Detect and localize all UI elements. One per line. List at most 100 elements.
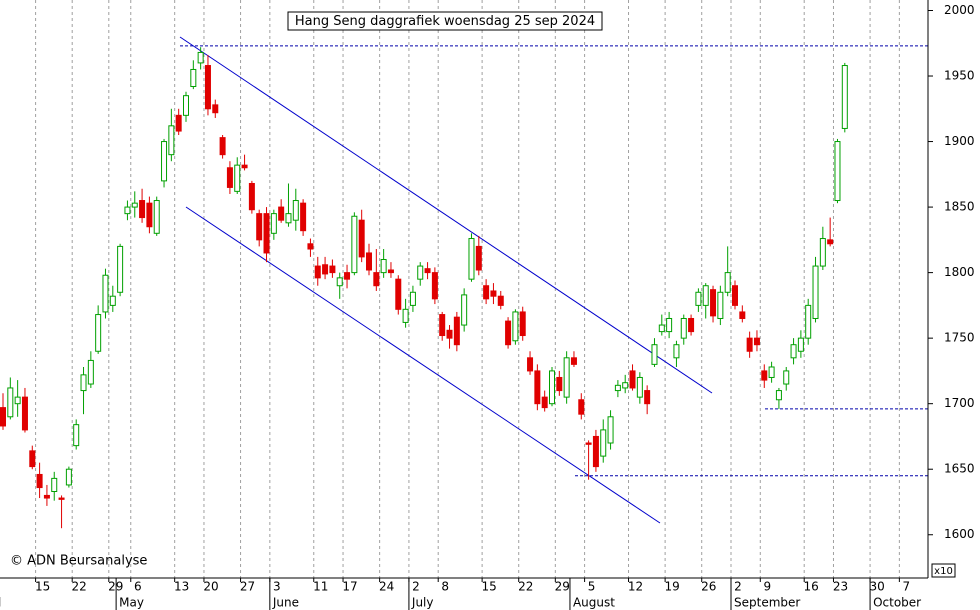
- candle-body: [43, 494, 50, 499]
- candle-body: [336, 277, 343, 287]
- candle-body: [585, 442, 592, 445]
- candle-body: [226, 167, 233, 188]
- candle-body: [373, 272, 380, 287]
- candle-body: [358, 219, 365, 258]
- candle-body: [212, 104, 219, 114]
- y-tick-label: 1850: [944, 200, 975, 214]
- candle-body: [36, 473, 43, 489]
- candle-body: [563, 357, 570, 398]
- candle-body: [710, 289, 717, 317]
- candle-body: [688, 317, 695, 333]
- candle-body: [570, 357, 577, 365]
- x-tick-label: 29: [555, 580, 570, 594]
- candle-body: [607, 416, 614, 444]
- candle-body: [197, 51, 204, 64]
- month-label: July: [411, 596, 434, 610]
- candle-body: [614, 384, 621, 392]
- x-tick-label: 19: [664, 580, 679, 594]
- candle-body: [468, 238, 475, 280]
- x-tick-label: 12: [628, 580, 643, 594]
- candle-body: [673, 344, 680, 359]
- y-tick-label: 1800: [944, 265, 975, 279]
- trend-line-upper: [179, 36, 713, 394]
- candle-body: [139, 200, 146, 219]
- candle-body: [783, 370, 790, 385]
- candle-body: [775, 390, 782, 401]
- candle-body: [424, 268, 431, 274]
- candle-body: [512, 311, 519, 342]
- candle-body: [819, 238, 826, 267]
- candle-body: [256, 213, 263, 241]
- candle-body: [834, 141, 841, 202]
- unit-box: [931, 563, 956, 578]
- candle-body: [497, 295, 504, 306]
- candle-body: [395, 278, 402, 310]
- candle-body: [409, 291, 416, 306]
- candle-body: [131, 202, 138, 208]
- candle-body: [314, 265, 321, 279]
- y-tick-label: 2000: [944, 3, 975, 17]
- candle-body: [753, 337, 760, 346]
- candle-body: [14, 396, 21, 405]
- candle-body: [190, 68, 197, 88]
- x-tick-label: 20: [203, 580, 218, 594]
- y-tick-label: 1900: [944, 134, 975, 148]
- candle-body: [263, 213, 270, 254]
- candle-body: [366, 252, 372, 271]
- x-tick-label: 26: [701, 580, 716, 594]
- x-tick-label: 9: [763, 580, 771, 594]
- candle-body: [446, 329, 453, 339]
- x-tick-label: 17: [342, 580, 357, 594]
- candle-body: [483, 285, 490, 300]
- candle-body: [0, 407, 6, 427]
- x-tick-label: 30: [869, 580, 884, 594]
- candle-body: [629, 370, 636, 389]
- candle-body: [505, 320, 512, 346]
- candle-body: [153, 200, 160, 234]
- title-box: [287, 11, 603, 31]
- candle-body: [658, 324, 665, 333]
- candle-body: [204, 65, 211, 110]
- x-tick-label: 16: [804, 580, 819, 594]
- candle-body: [161, 141, 168, 182]
- candle-body: [600, 429, 607, 457]
- candle-body: [285, 213, 292, 224]
- candle-body: [827, 239, 834, 245]
- month-label: September: [734, 596, 800, 610]
- x-tick-label: 27: [240, 580, 255, 594]
- candle-body: [651, 344, 658, 365]
- candle-body: [380, 259, 387, 274]
- candle-body: [534, 370, 541, 405]
- candle-body: [241, 164, 248, 169]
- y-tick-label: 1650: [944, 462, 975, 476]
- source: © ADN Beursanalyse: [10, 554, 147, 569]
- candle-body: [549, 370, 555, 405]
- x-tick-label: 24: [379, 580, 394, 594]
- candle-body: [644, 390, 651, 405]
- candle-body: [21, 396, 28, 431]
- candle-body: [402, 308, 409, 323]
- candle-body: [51, 477, 58, 492]
- candle-body: [270, 213, 277, 234]
- candle-body: [439, 314, 446, 337]
- chart-title: Hang Seng daggrafiek woensdag 25 sep 202…: [295, 14, 595, 29]
- candles: [0, 47, 848, 529]
- x-tick-label: 11: [313, 580, 328, 594]
- candle-body: [80, 374, 87, 392]
- candle-body: [761, 370, 768, 381]
- candle-body: [65, 468, 72, 486]
- candle-body: [234, 164, 241, 192]
- candle-body: [73, 424, 80, 447]
- candle-body: [29, 450, 36, 468]
- x-tick-label: 3: [273, 580, 281, 594]
- grid: [35, 0, 928, 578]
- month-label: l: [0, 596, 1, 610]
- candle-body: [666, 317, 673, 333]
- candle-body: [329, 265, 336, 274]
- candle-body: [109, 295, 116, 306]
- candle-body: [805, 304, 812, 339]
- trend-line-lower: [185, 206, 661, 524]
- candle-body: [146, 202, 153, 228]
- candle-body: [175, 114, 182, 132]
- candle-body: [622, 382, 629, 389]
